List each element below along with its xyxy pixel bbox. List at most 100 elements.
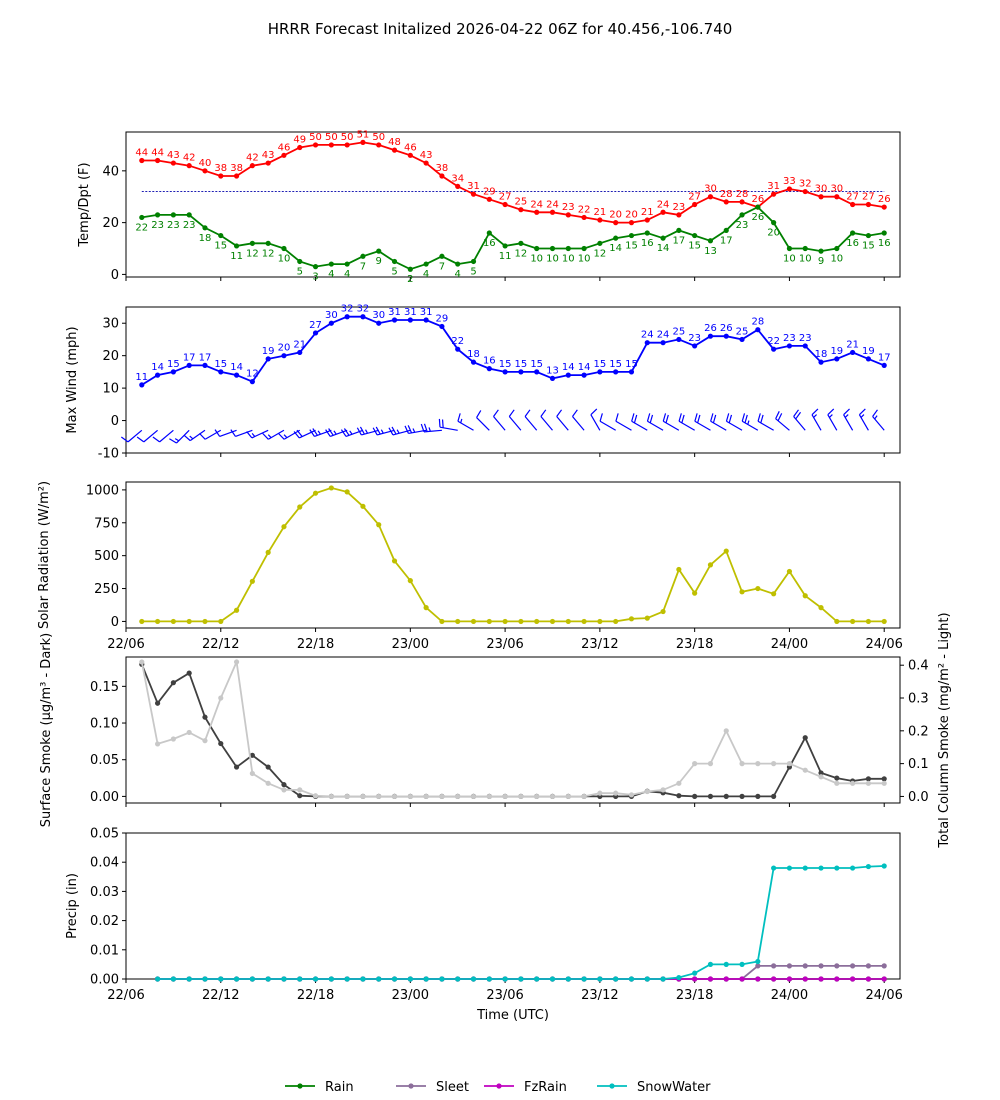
- temp-temperature-data-label: 24: [657, 199, 670, 210]
- precip-snowwater-point: [265, 976, 271, 982]
- wind-ytick-label: 10: [102, 382, 119, 397]
- precip-snowwater-point: [739, 961, 745, 968]
- temp-temperature-point: [170, 160, 176, 166]
- wind-max-wind-data-label: 31: [388, 307, 401, 318]
- temp-dewpoint-point: [502, 243, 508, 249]
- solar-axes-frame: [125, 481, 901, 629]
- smoke-series-surface-smoke-line: [140, 663, 885, 798]
- temp-dewpoint-data-label: 5: [470, 266, 476, 277]
- solar-solar-radiation-point: [186, 618, 192, 625]
- precip-fzrain-point: [834, 976, 840, 982]
- wind-max-wind-data-label: 23: [799, 333, 812, 344]
- solar-solar-radiation-point: [786, 568, 793, 575]
- solar-panel: 0 250 500 750 1000 Solar Radiation (W/m²) 22/0…: [37, 481, 903, 652]
- smoke-ylabel-right: Total Column Smoke (mg/m² - Light): [937, 612, 952, 848]
- solar-xtick-label: 22/06: [107, 637, 144, 652]
- precip-snowwater-point: [707, 961, 714, 968]
- temp-temperature-data-label: 31: [467, 181, 480, 192]
- temp-dewpoint-data-label: 15: [214, 241, 227, 252]
- temp-dewpoint-point: [154, 212, 161, 218]
- temp-temperature-data-label: 29: [483, 186, 496, 197]
- solar-xtick-label: 22/12: [202, 637, 239, 652]
- temp-dewpoint-point: [439, 253, 445, 259]
- temp-temperature-point: [344, 142, 350, 148]
- wind-barb: [710, 413, 727, 431]
- solar-solar-radiation-point: [249, 578, 255, 584]
- temp-dewpoint-data-label: 16: [846, 238, 859, 249]
- temp-temperature-data-label: 43: [262, 150, 275, 161]
- solar-solar-radiation-point: [723, 548, 729, 554]
- temp-dewpoint-point: [233, 243, 240, 249]
- wind-barb: [246, 429, 269, 439]
- precip-sleet-point: [834, 963, 840, 969]
- temp-temperature-point: [186, 163, 192, 169]
- temp-temperature-data-label: 24: [530, 199, 543, 210]
- wind-max-wind-point: [502, 369, 508, 375]
- temp-temperature-point: [265, 160, 271, 166]
- solar-solar-radiation-point: [755, 585, 761, 592]
- temp-temperature-data-label: 33: [783, 176, 796, 187]
- precip-axes-frame: [125, 832, 901, 980]
- temp-dewpoint-data-label: 15: [862, 241, 875, 252]
- temp-temperature-point: [502, 201, 508, 208]
- smoke-total-column-smoke-point: [154, 741, 161, 747]
- precip-snowwater-point: [281, 976, 287, 982]
- smoke-surface-smoke-point: [170, 680, 176, 686]
- legend-label: Sleet: [436, 1080, 469, 1095]
- temp-temperature-point: [881, 204, 887, 210]
- smoke-surface-smoke-point: [818, 770, 824, 776]
- wind-max-wind-data-label: 14: [151, 362, 164, 373]
- solar-solar-radiation-point: [202, 618, 208, 625]
- smoke-surface-smoke-point: [802, 735, 808, 741]
- wind-barb: [858, 408, 869, 431]
- wind-barb: [356, 426, 379, 436]
- precip-snowwater-point: [502, 976, 508, 982]
- wind-max-wind-point: [202, 362, 208, 368]
- wind-barb: [152, 429, 174, 443]
- temp-axes-frame: [125, 131, 901, 278]
- temp-ylabel: Temp/Dpt (F): [77, 162, 92, 247]
- wind-barb: [420, 423, 442, 433]
- wind-max-wind-data-label: 16: [483, 356, 496, 367]
- precip-snowwater-point: [407, 976, 413, 982]
- solar-solar-radiation-point: [518, 618, 524, 625]
- temp-temperature-data-label: 25: [515, 197, 528, 208]
- legend-label: Rain: [325, 1080, 354, 1095]
- wind-ytick-label: 0: [111, 414, 119, 429]
- temp-temperature-data-label: 31: [767, 181, 780, 192]
- wind-max-wind-data-label: 17: [199, 352, 212, 363]
- precip-ylabel: Precip (in): [65, 873, 80, 939]
- smoke-surface-smoke-point: [233, 764, 240, 770]
- wind-max-wind-point: [660, 340, 666, 346]
- temp-dewpoint-point: [202, 225, 208, 231]
- precip-snowwater-point: [186, 976, 192, 982]
- precip-snowwater-point: [233, 976, 240, 982]
- wind-barb: [775, 411, 790, 431]
- precip-legend: Rain Sleet FzRain SnowWater: [285, 1080, 711, 1095]
- wind-max-wind-data-label: 14: [230, 362, 243, 373]
- precip-sleet-point: [802, 963, 808, 969]
- solar-solar-radiation-point: [297, 504, 303, 510]
- wind-max-wind-point: [518, 369, 524, 375]
- smoke-total-column-smoke-point: [218, 695, 224, 701]
- precip-snowwater-point: [597, 976, 603, 982]
- temp-temperature-point: [707, 194, 714, 200]
- precip-fzrain-point: [865, 976, 872, 982]
- solar-solar-radiation-point: [455, 618, 461, 625]
- temp-temperature-point: [739, 199, 745, 205]
- wind-max-wind-point: [534, 369, 540, 375]
- temp-temperature-point: [834, 194, 840, 200]
- temp-temperature-data-label: 21: [594, 207, 607, 218]
- temp-temperature-data-label: 42: [246, 153, 259, 164]
- solar-ytick-label: 500: [94, 549, 119, 564]
- precip-snowwater-point: [202, 976, 208, 982]
- wind-barb: [872, 409, 885, 431]
- solar-xtick-label: 23/00: [392, 637, 429, 652]
- wind-max-wind-data-label: 32: [357, 304, 370, 315]
- wind-barb: [827, 408, 838, 431]
- precip-snowwater-point: [297, 976, 303, 982]
- legend-label: FzRain: [524, 1080, 567, 1095]
- temp-dewpoint-data-label: 16: [878, 238, 891, 249]
